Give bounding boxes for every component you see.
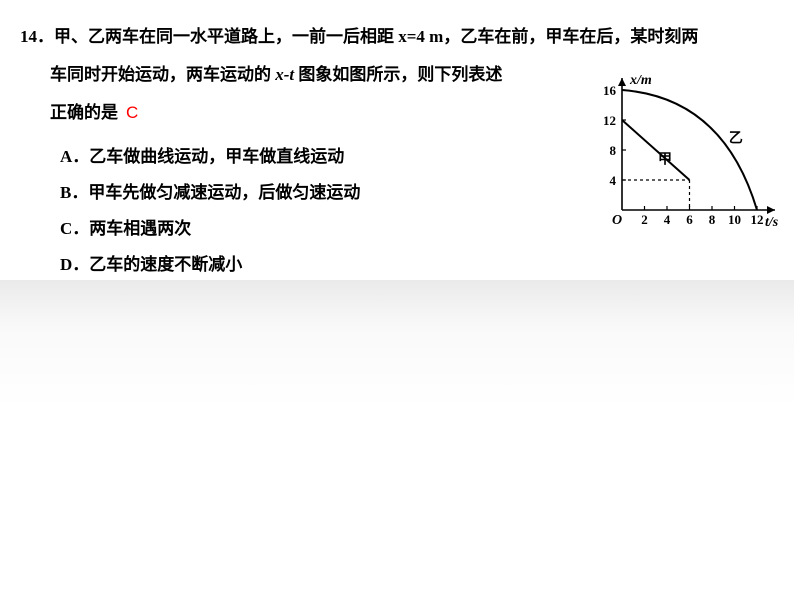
svg-text:16: 16 bbox=[603, 83, 617, 98]
svg-text:12: 12 bbox=[603, 113, 616, 128]
svg-text:4: 4 bbox=[664, 212, 671, 227]
chart-svg: 24681012481216Ot/sx/m甲乙 bbox=[588, 60, 788, 240]
svg-text:10: 10 bbox=[728, 212, 741, 227]
q-text2b: 图象如图所示，则下列表述 bbox=[298, 65, 502, 84]
svg-text:O: O bbox=[612, 213, 622, 228]
question-line1: 14．甲、乙两车在同一水平道路上，一前一后相距 x=4 m，乙车在前，甲车在后，… bbox=[20, 20, 774, 54]
svg-text:12: 12 bbox=[751, 212, 764, 227]
q-text2a: 车同时开始运动，两车运动的 bbox=[50, 65, 275, 84]
answer-text: C bbox=[126, 103, 138, 122]
q-text3: 正确的是 bbox=[50, 103, 118, 122]
svg-text:2: 2 bbox=[641, 212, 648, 227]
svg-text:8: 8 bbox=[610, 143, 617, 158]
svg-text:甲: 甲 bbox=[658, 152, 672, 168]
svg-text:x/m: x/m bbox=[629, 73, 652, 88]
question-number: 14． bbox=[20, 27, 54, 46]
svg-text:乙: 乙 bbox=[729, 131, 743, 147]
svg-text:t/s: t/s bbox=[765, 215, 779, 230]
svg-text:8: 8 bbox=[709, 212, 716, 227]
svg-text:4: 4 bbox=[610, 173, 617, 188]
q-text1: 甲、乙两车在同一水平道路上，一前一后相距 x=4 m，乙车在前，甲车在后，某时刻… bbox=[54, 27, 698, 46]
option-d: D．乙车的速度不断减小 bbox=[60, 248, 774, 282]
svg-text:6: 6 bbox=[686, 212, 693, 227]
xt-label: x-t bbox=[275, 65, 298, 84]
xt-chart: 24681012481216Ot/sx/m甲乙 bbox=[588, 60, 788, 240]
page-gradient-bg bbox=[0, 280, 794, 596]
